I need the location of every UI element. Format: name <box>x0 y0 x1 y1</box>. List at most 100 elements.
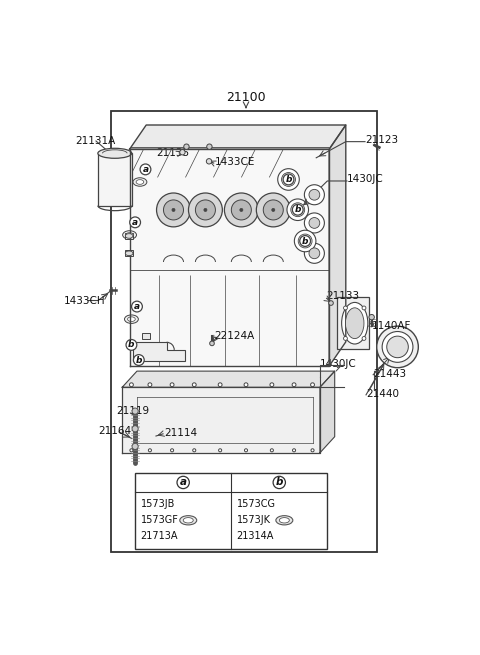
Circle shape <box>132 301 143 312</box>
Text: 1573CG: 1573CG <box>237 499 276 510</box>
Circle shape <box>309 189 320 200</box>
Circle shape <box>362 337 366 341</box>
Circle shape <box>298 234 312 248</box>
Ellipse shape <box>183 517 193 523</box>
Circle shape <box>263 200 283 220</box>
Text: b: b <box>128 341 135 349</box>
Circle shape <box>189 193 222 227</box>
Circle shape <box>270 383 274 386</box>
Circle shape <box>130 383 133 386</box>
Polygon shape <box>130 125 346 149</box>
Circle shape <box>382 331 413 362</box>
Text: a: a <box>134 302 140 311</box>
Circle shape <box>311 383 314 386</box>
Circle shape <box>278 169 300 190</box>
Text: 1573JK: 1573JK <box>237 515 271 525</box>
Circle shape <box>164 200 183 220</box>
Circle shape <box>244 383 248 386</box>
Bar <box>150 348 157 354</box>
Circle shape <box>369 314 374 320</box>
Circle shape <box>309 217 320 229</box>
Text: 1433CE: 1433CE <box>215 157 255 167</box>
Text: a: a <box>143 165 148 174</box>
Circle shape <box>272 208 275 212</box>
Text: 1573GF: 1573GF <box>141 515 179 525</box>
Circle shape <box>291 203 305 217</box>
Ellipse shape <box>125 251 133 255</box>
Circle shape <box>140 164 151 175</box>
Text: 21119: 21119 <box>116 407 149 417</box>
Ellipse shape <box>279 517 289 523</box>
Circle shape <box>329 301 333 305</box>
Ellipse shape <box>136 179 144 184</box>
Circle shape <box>172 208 175 212</box>
Text: 21443: 21443 <box>373 369 407 379</box>
Text: b: b <box>285 175 292 184</box>
Polygon shape <box>320 371 335 453</box>
Ellipse shape <box>342 303 368 344</box>
Ellipse shape <box>123 231 136 239</box>
Text: b: b <box>302 236 308 246</box>
Bar <box>111 111 377 552</box>
Ellipse shape <box>98 148 132 159</box>
Text: b: b <box>276 477 283 487</box>
Bar <box>143 333 150 339</box>
Circle shape <box>292 204 303 215</box>
Text: 1573JB: 1573JB <box>141 499 175 510</box>
Text: b: b <box>295 205 301 214</box>
Circle shape <box>240 208 243 212</box>
Circle shape <box>244 449 248 452</box>
Text: a: a <box>180 477 187 487</box>
Bar <box>135 473 327 549</box>
Circle shape <box>344 337 348 341</box>
Circle shape <box>192 383 196 386</box>
Bar <box>337 297 369 349</box>
Bar <box>125 250 133 256</box>
Text: 21135: 21135 <box>156 148 190 158</box>
Circle shape <box>344 306 348 310</box>
Circle shape <box>292 383 296 386</box>
Polygon shape <box>122 371 335 387</box>
Ellipse shape <box>346 308 364 339</box>
Circle shape <box>210 341 214 346</box>
Circle shape <box>225 193 258 227</box>
Text: 21114: 21114 <box>164 428 197 438</box>
Ellipse shape <box>276 515 293 525</box>
Text: 21133: 21133 <box>326 291 360 301</box>
Circle shape <box>309 248 320 259</box>
Text: 21100: 21100 <box>226 91 266 103</box>
Circle shape <box>130 217 141 228</box>
Text: 21440: 21440 <box>366 389 399 399</box>
Circle shape <box>132 426 138 432</box>
Circle shape <box>218 449 222 452</box>
Circle shape <box>387 336 408 358</box>
Circle shape <box>132 408 138 414</box>
Bar <box>125 233 133 239</box>
Circle shape <box>148 383 152 386</box>
Circle shape <box>304 213 324 233</box>
Circle shape <box>207 144 212 149</box>
Circle shape <box>206 159 212 164</box>
Text: 1140AF: 1140AF <box>372 321 411 331</box>
Text: 1433CH: 1433CH <box>64 295 106 305</box>
Ellipse shape <box>133 178 147 186</box>
Text: 21314A: 21314A <box>237 531 274 541</box>
Circle shape <box>133 354 144 365</box>
Text: a: a <box>132 218 138 227</box>
Text: 21713A: 21713A <box>141 531 178 541</box>
Text: 21131A: 21131A <box>75 136 116 145</box>
Circle shape <box>132 443 138 449</box>
Circle shape <box>170 449 174 452</box>
Ellipse shape <box>180 515 197 525</box>
Text: 21123: 21123 <box>365 135 398 145</box>
Circle shape <box>126 339 137 350</box>
Circle shape <box>270 449 274 452</box>
Ellipse shape <box>126 233 133 237</box>
Polygon shape <box>130 149 329 366</box>
Circle shape <box>130 449 133 452</box>
Circle shape <box>273 476 286 489</box>
Circle shape <box>282 172 295 187</box>
Circle shape <box>195 200 216 220</box>
Circle shape <box>287 199 309 221</box>
Polygon shape <box>133 342 185 361</box>
